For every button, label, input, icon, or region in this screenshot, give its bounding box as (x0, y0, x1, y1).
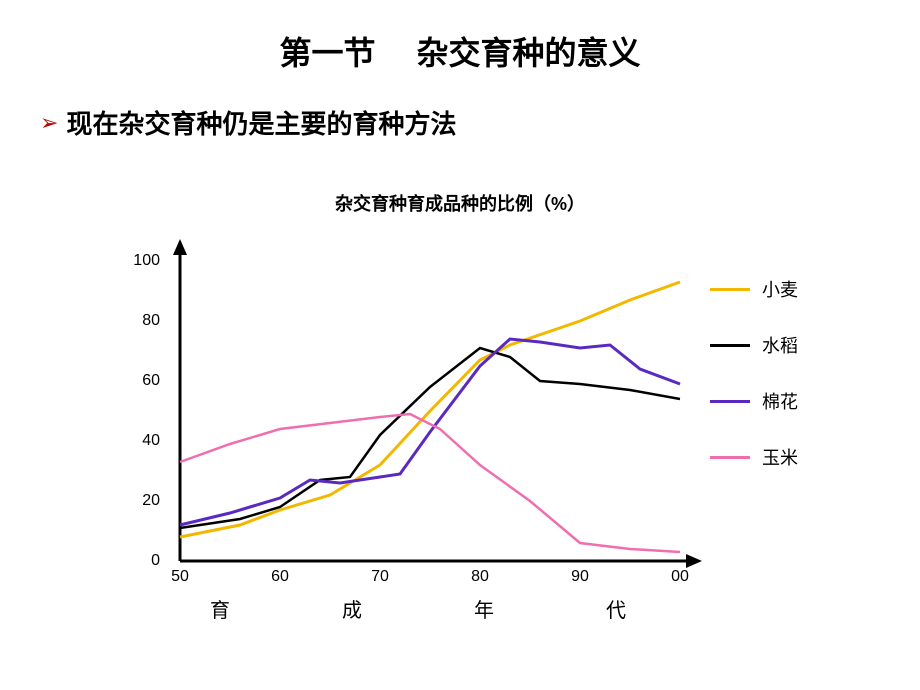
x-tick-label: 90 (571, 568, 589, 586)
x-tick-label: 50 (171, 568, 189, 586)
y-tick-label: 20 (120, 492, 160, 510)
legend-item: 水稻 (710, 332, 798, 358)
x-tick-label: 80 (471, 568, 489, 586)
legend-swatch-icon (710, 456, 750, 459)
y-tick-label: 40 (120, 432, 160, 450)
chart-area: 育 成 年 代 小麦水稻棉花玉米 0 20 40 60 80 100 50 60 70 80 90 0… (100, 226, 820, 626)
x-tick-label: 70 (371, 568, 389, 586)
x-tick-label: 00 (671, 568, 689, 586)
legend-item: 小麦 (710, 276, 798, 302)
y-tick-label: 0 (120, 552, 160, 570)
legend-label: 水稻 (762, 332, 798, 358)
x-axis-label: 育 成 年 代 (180, 594, 680, 623)
bullet-row: ➢ 现在杂交育种仍是主要的育种方法 (40, 104, 920, 141)
chart-title: 杂交育种育成品种的比例（%） (100, 190, 820, 216)
legend-swatch-icon (710, 288, 750, 291)
chart-container: 杂交育种育成品种的比例（%） 育 成 年 代 小麦水稻棉花玉米 0 20 40 60 8… (100, 190, 820, 640)
bullet-text: 现在杂交育种仍是主要的育种方法 (66, 104, 456, 141)
legend-label: 棉花 (762, 388, 798, 414)
legend-item: 玉米 (710, 444, 798, 470)
legend-label: 小麦 (762, 276, 798, 302)
y-tick-label: 80 (120, 312, 160, 330)
legend-swatch-icon (710, 400, 750, 403)
bullet-arrow-icon: ➢ (40, 110, 58, 136)
x-tick-label: 60 (271, 568, 289, 586)
y-tick-label: 100 (120, 252, 160, 270)
y-tick-label: 60 (120, 372, 160, 390)
legend-swatch-icon (710, 344, 750, 347)
page-title: 第一节 杂交育种的意义 (0, 0, 920, 74)
chart-legend: 小麦水稻棉花玉米 (710, 276, 798, 500)
legend-label: 玉米 (762, 444, 798, 470)
legend-item: 棉花 (710, 388, 798, 414)
